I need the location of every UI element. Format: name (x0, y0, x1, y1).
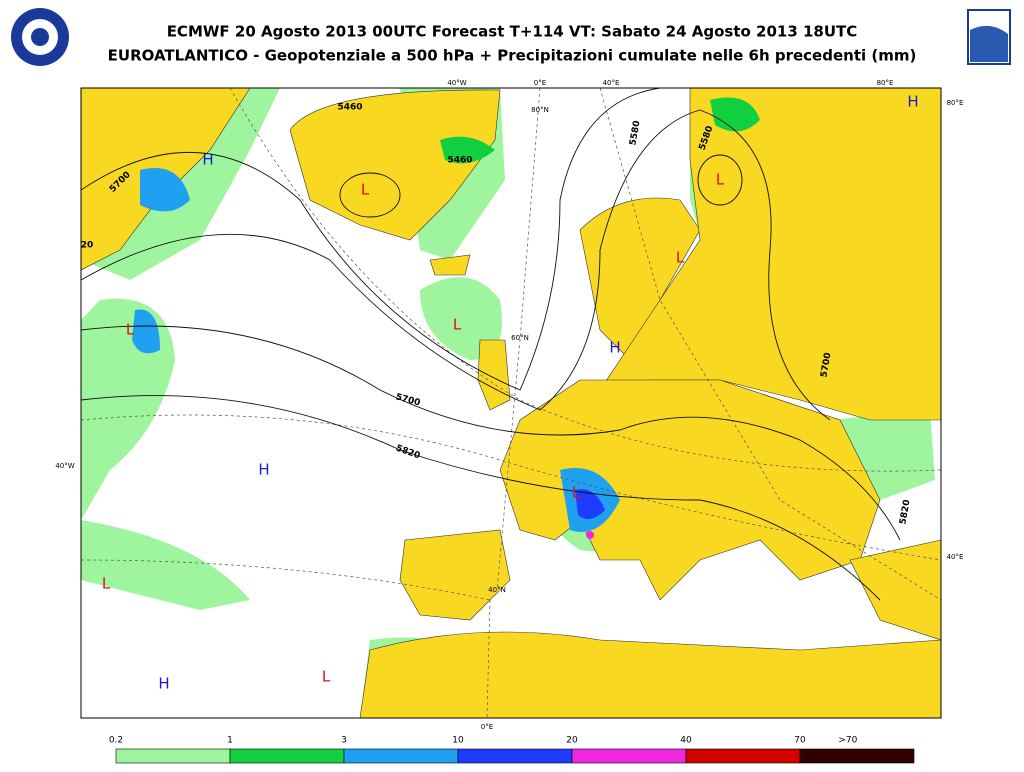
legend-label: 1 (227, 736, 233, 746)
legend-swatch (115, 748, 231, 764)
legend-label: 70 (794, 736, 806, 746)
graticule-label: 0°E (481, 723, 493, 731)
logo-right (967, 9, 1011, 65)
pressure-center: L (453, 316, 462, 334)
map-frame (80, 87, 942, 719)
legend-swatch (799, 748, 915, 764)
pressure-center: L (716, 171, 725, 189)
contour-label: 5820 (898, 499, 912, 525)
pressure-center: L (126, 321, 135, 339)
contours (81, 88, 901, 601)
map: 54605460570057005820558055805700582020HL… (81, 88, 941, 718)
legend-label: >70 (838, 736, 857, 746)
contour-label: 5460 (337, 103, 362, 113)
graticule-label: 80°N (531, 106, 549, 114)
pressure-center: L (102, 575, 111, 593)
graticule-label: 40°N (488, 586, 506, 594)
pressure-center: H (158, 675, 169, 693)
pressure-center: L (361, 181, 370, 199)
legend-swatch (229, 748, 345, 764)
pressure-center: L (676, 249, 685, 267)
legend-label: 20 (566, 736, 578, 746)
pressure-center: H (202, 151, 213, 169)
graticule-label: 60°N (511, 334, 529, 342)
title: ECMWF 20 Agosto 2013 00UTC Forecast T+11… (167, 23, 858, 41)
legend-label: 3 (341, 736, 347, 746)
legend-swatch (457, 748, 573, 764)
graticule-label: 40°W (55, 462, 74, 470)
legend-swatch (343, 748, 459, 764)
pressure-center: H (907, 93, 918, 111)
graticule-label: 40°W (447, 79, 466, 87)
land (81, 88, 941, 718)
contour-label: 5460 (447, 156, 472, 166)
pressure-center: L (322, 668, 331, 686)
pressure-center: H (609, 339, 620, 357)
legend-label: 10 (452, 736, 464, 746)
legend-swatch (685, 748, 801, 764)
legend-label: 0.2 (109, 736, 123, 746)
graticule-label: 80°E (947, 99, 964, 107)
logo-left (11, 8, 69, 66)
subtitle: EUROATLANTICO - Geopotenziale a 500 hPa … (108, 47, 917, 65)
graticule-label: 40°E (947, 553, 964, 561)
graticule-label: 80°E (877, 79, 894, 87)
graticule-label: 0°E (534, 79, 546, 87)
legend-label: 40 (680, 736, 692, 746)
legend-swatch (571, 748, 687, 764)
pressure-center: L (572, 484, 581, 502)
contour-label: 20 (81, 241, 94, 251)
contour-label: 5700 (819, 352, 833, 378)
graticule (81, 88, 941, 718)
graticule-label: 40°E (603, 79, 620, 87)
precipitation-heavy (132, 97, 760, 539)
contour-label: 5580 (628, 120, 642, 146)
pressure-center: H (258, 461, 269, 479)
